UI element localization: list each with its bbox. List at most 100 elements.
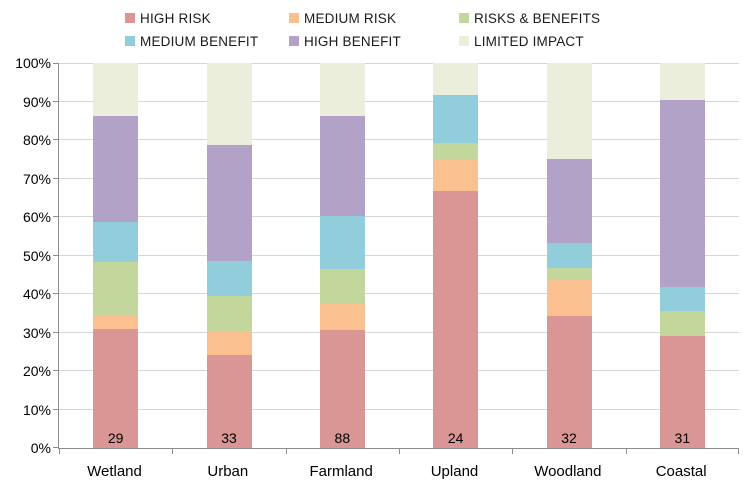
legend-label: LIMITED IMPACT	[474, 33, 584, 49]
y-axis-tick	[53, 63, 58, 64]
y-axis-tick	[53, 293, 58, 294]
x-category-label: Farmland	[309, 463, 373, 480]
bar-wetland	[93, 63, 139, 448]
bar-segment-high-benefit	[659, 100, 705, 287]
gridline	[59, 216, 739, 217]
bar-segment-medium-risk	[206, 331, 252, 355]
legend-swatch-risks-and-benefits	[459, 13, 469, 23]
y-axis-tick	[53, 216, 58, 217]
gridline	[59, 408, 739, 410]
x-axis-tick	[172, 449, 174, 454]
bar-woodland	[546, 62, 592, 448]
bar-segment-high-benefit	[206, 144, 252, 262]
gridline	[59, 370, 739, 371]
y-axis-tick	[53, 331, 58, 333]
x-category-label: Urban	[207, 463, 249, 480]
bar-segment-medium-risk	[319, 303, 365, 330]
bar-count-label: 29	[107, 430, 124, 446]
chart-legend: HIGH RISK MEDIUM RISK RISKS & BENEFITS M…	[125, 8, 600, 51]
bar-segment-medium-benefit	[433, 95, 479, 144]
bar-count-label: 24	[447, 430, 464, 446]
y-tick-label: 20%	[22, 363, 51, 379]
bar-segment-risks-benefits	[319, 268, 365, 304]
bar-segment-limited-impact	[206, 63, 252, 145]
x-axis-tick	[285, 449, 287, 454]
y-axis-tick	[53, 100, 58, 102]
x-axis-tick	[59, 449, 60, 454]
gridline	[59, 331, 739, 333]
gridline	[59, 139, 739, 140]
legend-item-risks-and-benefits: RISKS & BENEFITS	[459, 8, 600, 28]
bar-segment-risks-benefits	[659, 311, 705, 337]
bar-count-label: 88	[334, 430, 351, 446]
bar-segment-medium-risk	[546, 279, 592, 316]
y-tick-label: 50%	[22, 247, 51, 264]
bar-upland	[433, 63, 479, 448]
y-tick-label: 90%	[22, 93, 51, 110]
y-tick-label: 10%	[22, 401, 51, 418]
x-axis-tick	[738, 449, 739, 454]
y-axis-tick	[53, 447, 58, 448]
legend-swatch-high-risk	[125, 13, 135, 23]
bar-segment-high-benefit	[546, 159, 592, 244]
bar-segment-limited-impact	[546, 62, 592, 160]
legend-label: MEDIUM RISK	[304, 10, 397, 26]
bar-segment-high-risk	[206, 354, 252, 448]
bar-segment-high-risk	[433, 191, 479, 448]
bar-segment-medium-benefit	[659, 286, 705, 312]
gridline	[59, 63, 739, 64]
y-tick-label: 40%	[22, 286, 51, 302]
bar-count-label: 32	[561, 430, 577, 446]
x-axis-tick	[399, 449, 400, 454]
bar-segment-risks-benefits	[93, 262, 139, 316]
legend-swatch-medium-risk	[289, 13, 299, 23]
bar-segment-risks-benefits	[546, 267, 592, 280]
y-tick-label: 60%	[22, 209, 51, 225]
x-category-label: Coastal	[655, 463, 707, 480]
bar-segment-high-benefit	[93, 116, 139, 223]
bar-coastal	[659, 63, 705, 448]
y-tick-label: 0%	[30, 440, 51, 456]
bar-segment-medium-benefit	[93, 222, 139, 263]
legend-label: RISKS & BENEFITS	[474, 10, 601, 26]
bar-urban	[206, 63, 252, 448]
x-category-label: Upland	[430, 463, 479, 480]
legend-item-medium-benefit: MEDIUM BENEFIT	[125, 31, 289, 51]
bar-segment-limited-impact	[319, 63, 365, 116]
y-tick-label: 80%	[22, 132, 51, 148]
bar-segment-medium-risk	[93, 315, 139, 329]
x-category-label: Woodland	[534, 463, 602, 480]
bar-segment-risks-benefits	[206, 296, 252, 332]
bar-segment-high-risk	[546, 315, 592, 448]
y-axis-tick	[53, 177, 58, 179]
bar-segment-limited-impact	[93, 63, 139, 117]
bar-farmland	[319, 63, 365, 448]
bar-segment-risks-benefits	[433, 143, 479, 160]
y-axis-tick	[53, 139, 58, 140]
gridline	[59, 254, 739, 256]
y-tick-label: 70%	[22, 170, 51, 187]
bar-segment-limited-impact	[433, 63, 479, 96]
bar-segment-high-risk	[93, 328, 139, 448]
gridline	[59, 177, 739, 179]
legend-item-medium-risk: MEDIUM RISK	[289, 8, 459, 28]
legend-item-high-benefit: HIGH BENEFIT	[289, 31, 459, 51]
legend-swatch-medium-benefit	[125, 36, 135, 46]
x-category-label: Wetland	[87, 463, 142, 480]
legend-label: HIGH RISK	[140, 10, 211, 26]
bar-segment-medium-benefit	[206, 261, 252, 297]
y-tick-label: 100%	[15, 55, 51, 71]
bar-count-label: 31	[674, 430, 691, 446]
bar-segment-medium-benefit	[546, 243, 592, 268]
legend-swatch-limited-impact	[459, 36, 469, 46]
x-axis-tick	[512, 449, 514, 454]
legend-label: MEDIUM BENEFIT	[140, 33, 259, 49]
gridline	[59, 293, 739, 294]
x-axis-tick	[625, 449, 627, 454]
bar-segment-high-benefit	[319, 115, 365, 217]
y-tick-label: 30%	[22, 324, 51, 341]
plot-area: 0% 10% 20% 30% 40% 50% 60% 70% 80% 90% 100% 29 33 88 2…	[15, 56, 739, 455]
legend-label: HIGH BENEFIT	[304, 33, 401, 49]
bar-segment-high-risk	[319, 329, 365, 448]
